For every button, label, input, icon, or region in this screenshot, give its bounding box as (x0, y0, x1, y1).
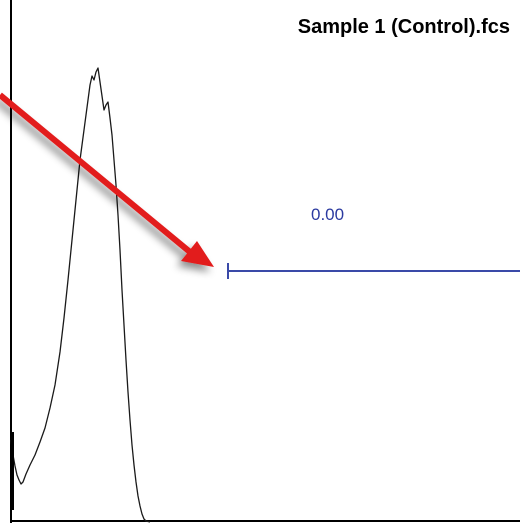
gate-value-label: 0.00 (311, 205, 345, 224)
red-pointer-arrow-icon (0, 92, 214, 267)
plot-title: Sample 1 (Control).fcs (297, 16, 510, 38)
histogram-curve (10, 67, 151, 523)
histogram-base-spike (11, 432, 14, 510)
